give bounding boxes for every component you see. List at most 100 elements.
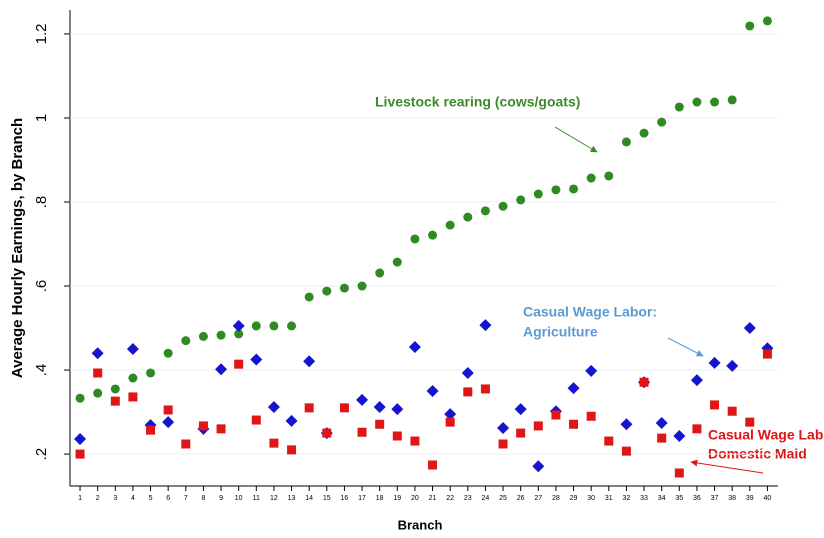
point [604, 171, 614, 181]
point [408, 340, 421, 353]
point [585, 364, 598, 377]
point [710, 400, 720, 410]
x-tick-label: 4 [131, 495, 135, 502]
x-tick-label: 31 [605, 495, 613, 502]
x-tick-label: 26 [517, 495, 525, 502]
point [533, 189, 543, 199]
point [428, 460, 438, 470]
x-tick-label: 22 [446, 495, 454, 502]
point [392, 257, 402, 267]
y-tick-label: .2 [33, 448, 50, 461]
x-tick-label: 38 [728, 495, 736, 502]
point [163, 405, 173, 415]
point [674, 102, 684, 112]
x-tick-label: 20 [411, 495, 419, 502]
point [287, 445, 297, 455]
x-axis-title: Branch [398, 517, 443, 532]
point [586, 173, 596, 183]
point [657, 117, 667, 127]
point [75, 449, 85, 459]
annotation: Casual Wage Labor: Domestic Maid [690, 427, 824, 474]
point [674, 468, 684, 478]
x-tick-label: 32 [623, 495, 631, 502]
y-tick-label: .6 [33, 280, 50, 293]
point [232, 319, 245, 332]
x-tick-label: 35 [675, 495, 683, 502]
x-tick-label: 27 [534, 495, 542, 502]
point [498, 201, 508, 211]
point [322, 428, 332, 438]
x-tick-label: 30 [587, 495, 595, 502]
point [373, 401, 386, 414]
point [444, 408, 457, 421]
point [250, 353, 263, 366]
y-tick-label: .8 [33, 196, 50, 209]
point [356, 393, 369, 406]
point [498, 439, 508, 449]
x-tick-label: 12 [270, 495, 278, 502]
x-tick-label: 16 [341, 495, 349, 502]
point [251, 415, 261, 425]
point [75, 393, 85, 403]
point [463, 387, 473, 397]
annotation-text: Casual Wage Labor: [523, 304, 657, 320]
point [762, 16, 772, 26]
point [391, 403, 404, 416]
x-tick-label: 18 [376, 495, 384, 502]
x-tick-label: 29 [570, 495, 578, 502]
point [428, 230, 438, 240]
y-tick-label: 1.2 [33, 24, 50, 45]
x-tick-label: 23 [464, 495, 472, 502]
point [146, 425, 156, 435]
point [162, 416, 175, 429]
x-tick-label: 8 [201, 495, 205, 502]
point [532, 460, 545, 473]
point [727, 95, 737, 105]
point [516, 428, 526, 438]
point [375, 419, 385, 429]
point [163, 348, 173, 358]
point [304, 403, 314, 413]
point [461, 366, 474, 379]
annotation-text: Casual Wage Labor: [708, 427, 824, 443]
point [745, 417, 755, 427]
annotation: Casual Wage Labor: Agriculture [523, 304, 704, 357]
point [620, 418, 633, 431]
x-tick-label: 10 [235, 495, 243, 502]
point [322, 286, 332, 296]
point [198, 421, 208, 431]
point [639, 128, 649, 138]
point [128, 392, 138, 402]
point [128, 373, 138, 383]
x-tick-label: 1 [78, 495, 82, 502]
point [639, 377, 649, 387]
x-tick-label: 13 [288, 495, 296, 502]
point [692, 424, 702, 434]
y-tick-label: 1 [33, 114, 50, 122]
x-tick-label: 2 [96, 495, 100, 502]
point [269, 438, 279, 448]
point [621, 137, 631, 147]
point [655, 416, 668, 429]
point [710, 97, 720, 107]
x-tick-label: 17 [358, 495, 366, 502]
point [287, 321, 297, 331]
point [269, 321, 279, 331]
point [93, 388, 103, 398]
point [410, 436, 420, 446]
point [604, 436, 614, 446]
point [110, 384, 120, 394]
point [392, 431, 402, 441]
point [181, 439, 191, 449]
point [692, 97, 702, 107]
x-tick-label: 5 [149, 495, 153, 502]
point [110, 396, 120, 406]
point [514, 403, 527, 416]
point [74, 432, 87, 445]
point [586, 411, 596, 421]
x-tick-label: 6 [166, 495, 170, 502]
x-tick-label: 36 [693, 495, 701, 502]
point [480, 206, 490, 216]
point [303, 355, 316, 368]
